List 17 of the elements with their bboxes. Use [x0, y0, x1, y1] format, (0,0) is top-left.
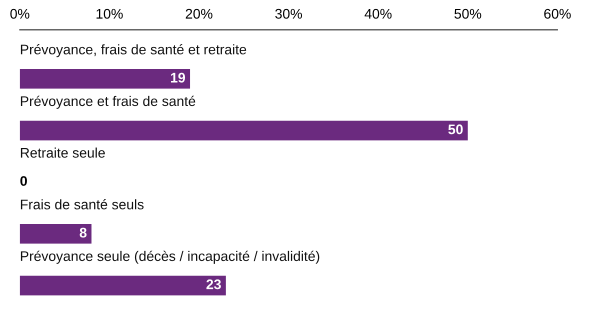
y-tick-label: Prévoyance, frais de santé et retraite: [20, 44, 246, 58]
x-tick-label: 10%: [96, 8, 123, 19]
y-tick-label: Prévoyance seule (décès / incapacité / invalidité): [20, 250, 320, 264]
data-label: 8: [80, 228, 87, 238]
data-label: 19: [170, 72, 186, 83]
data-label: 50: [448, 124, 463, 134]
y-tick-label: Prévoyance et frais de santé: [20, 96, 196, 109]
x-tick-label: 60%: [544, 8, 571, 19]
y-tick-label: Frais de santé seuls: [20, 199, 144, 210]
x-tick-label: 40%: [364, 8, 392, 19]
x-tick-label: 30%: [275, 8, 302, 19]
data-label: 23: [206, 279, 221, 290]
y-tick-label: Retraite seule: [20, 148, 105, 158]
data-label: 0: [20, 176, 27, 186]
x-tick-label: 50%: [454, 8, 482, 19]
x-tick-label: 20%: [186, 8, 212, 19]
x-tick-label: 0%: [10, 8, 30, 19]
